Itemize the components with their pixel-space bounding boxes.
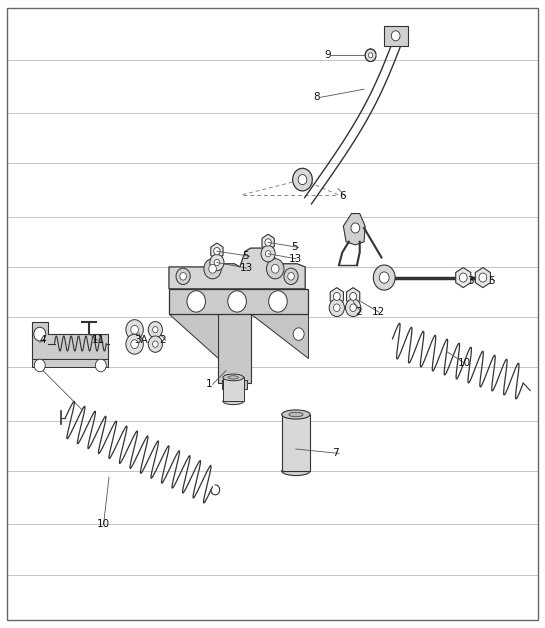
Ellipse shape	[223, 374, 244, 381]
Polygon shape	[32, 359, 108, 367]
Circle shape	[459, 273, 467, 282]
Polygon shape	[347, 288, 360, 305]
Circle shape	[228, 291, 246, 312]
Ellipse shape	[282, 467, 310, 475]
Circle shape	[126, 334, 143, 354]
Circle shape	[269, 291, 287, 312]
Circle shape	[34, 359, 45, 372]
Circle shape	[131, 340, 138, 349]
Circle shape	[284, 268, 298, 284]
Circle shape	[334, 293, 340, 300]
Circle shape	[153, 341, 158, 347]
Ellipse shape	[223, 398, 244, 404]
Polygon shape	[384, 26, 408, 46]
Circle shape	[214, 259, 220, 266]
Circle shape	[373, 265, 395, 290]
Circle shape	[288, 273, 294, 280]
Text: 10: 10	[97, 519, 110, 529]
Circle shape	[293, 328, 304, 340]
Text: 9: 9	[324, 50, 331, 60]
Text: 3: 3	[468, 276, 474, 286]
Circle shape	[350, 293, 356, 300]
Circle shape	[214, 247, 220, 255]
Text: 2: 2	[159, 335, 166, 345]
Polygon shape	[251, 314, 308, 358]
Polygon shape	[169, 314, 218, 358]
Text: 5: 5	[488, 276, 494, 286]
Circle shape	[180, 273, 186, 280]
Circle shape	[479, 273, 487, 282]
Bar	[218, 313, 251, 383]
Circle shape	[267, 259, 284, 279]
Text: 1: 1	[206, 379, 213, 389]
Ellipse shape	[289, 412, 303, 417]
Circle shape	[351, 223, 360, 233]
Text: 8: 8	[313, 92, 320, 102]
Polygon shape	[330, 288, 343, 305]
Circle shape	[148, 322, 162, 338]
Circle shape	[265, 239, 271, 246]
Polygon shape	[211, 243, 223, 259]
Polygon shape	[475, 268, 490, 288]
Text: 11: 11	[92, 335, 105, 345]
Circle shape	[365, 49, 376, 62]
Circle shape	[153, 327, 158, 333]
Text: 3A: 3A	[134, 335, 148, 345]
Circle shape	[95, 359, 106, 372]
Ellipse shape	[282, 410, 310, 419]
Circle shape	[368, 53, 373, 58]
Bar	[222, 380, 247, 389]
Circle shape	[265, 251, 271, 257]
Circle shape	[34, 327, 46, 341]
Circle shape	[271, 264, 279, 273]
Circle shape	[209, 264, 216, 273]
Bar	[223, 377, 244, 401]
Polygon shape	[456, 268, 471, 288]
Text: 13: 13	[289, 254, 302, 264]
Polygon shape	[343, 214, 365, 245]
Polygon shape	[262, 234, 274, 251]
Text: 4: 4	[39, 335, 46, 345]
Polygon shape	[169, 248, 305, 289]
Circle shape	[187, 291, 205, 312]
Circle shape	[350, 304, 356, 311]
Circle shape	[126, 320, 143, 340]
Circle shape	[131, 325, 138, 334]
Circle shape	[204, 259, 221, 279]
Text: 5: 5	[292, 242, 298, 252]
Circle shape	[210, 254, 224, 271]
Bar	[282, 414, 310, 471]
Text: 2: 2	[355, 307, 362, 317]
Text: 12: 12	[372, 307, 385, 317]
Circle shape	[379, 272, 389, 283]
Circle shape	[261, 246, 275, 262]
Circle shape	[293, 168, 312, 191]
Circle shape	[176, 268, 190, 284]
Circle shape	[329, 299, 344, 317]
Text: 10: 10	[458, 358, 471, 368]
Text: 6: 6	[339, 191, 346, 201]
Circle shape	[391, 31, 400, 41]
Circle shape	[346, 299, 361, 317]
Circle shape	[298, 175, 307, 185]
Ellipse shape	[228, 376, 239, 379]
Text: 5: 5	[243, 251, 249, 261]
Polygon shape	[169, 289, 308, 314]
Text: 13: 13	[240, 263, 253, 273]
Circle shape	[334, 304, 340, 311]
Polygon shape	[32, 322, 108, 359]
Text: 7: 7	[332, 448, 339, 458]
Circle shape	[148, 336, 162, 352]
